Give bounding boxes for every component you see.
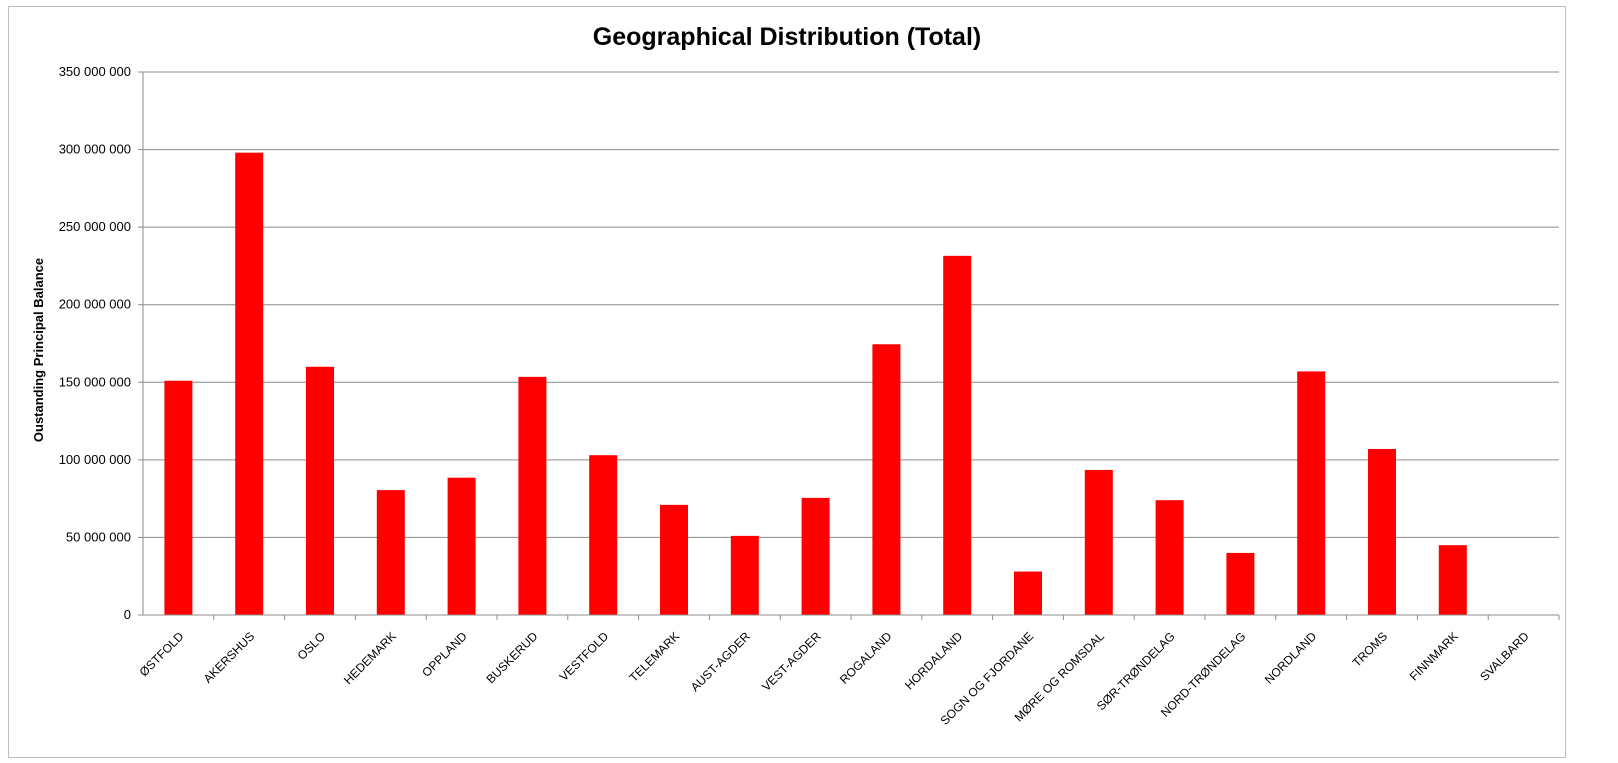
x-tick-label: OPPLAND <box>419 629 470 680</box>
bar <box>1438 545 1467 615</box>
bar <box>872 344 901 615</box>
bar <box>1368 448 1396 615</box>
x-tick-label: NORDLAND <box>1262 629 1320 687</box>
y-tick-label: 300 000 000 <box>59 142 131 157</box>
y-tick-label: 0 <box>124 607 131 622</box>
gridlines <box>143 71 1559 538</box>
bars <box>164 152 1467 615</box>
bar <box>376 490 405 615</box>
chart-title: Geographical Distribution (Total) <box>593 23 981 51</box>
x-tick-label: TELEMARK <box>626 629 682 685</box>
bar <box>235 152 264 615</box>
bar <box>1297 371 1326 615</box>
y-tick-label: 150 000 000 <box>59 374 131 389</box>
x-tick-label: OSLO <box>295 629 328 662</box>
x-tick-label: VEST-AGDER <box>759 629 824 694</box>
y-tick-label: 350 000 000 <box>59 64 131 79</box>
chart-frame: Geographical Distribution (Total) Oustan… <box>8 6 1566 758</box>
x-tick-label: SVALBARD <box>1477 629 1532 684</box>
y-tick-label: 250 000 000 <box>59 219 131 234</box>
bar <box>730 535 759 615</box>
x-tick-label: ROGALAND <box>837 629 895 687</box>
x-tick-label: FINNMARK <box>1407 629 1461 683</box>
x-tick-label: AUST-AGDER <box>688 629 753 694</box>
x-tick-label: BUSKERUD <box>483 629 540 686</box>
bar-chart: Geographical Distribution (Total) Oustan… <box>31 23 1560 728</box>
y-tick-label: 50 000 000 <box>66 529 131 544</box>
x-tick-label: AKERSHUS <box>201 629 258 686</box>
x-tick-label: TROMS <box>1350 629 1391 670</box>
bar <box>660 504 688 615</box>
bar <box>589 455 618 615</box>
x-tick-label: HORDALAND <box>902 629 965 692</box>
bar <box>1226 552 1255 615</box>
y-axis-label: Oustanding Principal Balance <box>31 258 46 442</box>
x-tick-label: ØSTFOLD <box>137 629 187 679</box>
y-axis-ticks: 0 50 000 000 100 000 000 150 000 000 200 000… <box>59 64 143 622</box>
y-tick-label: 200 000 000 <box>59 297 131 312</box>
x-tick-label: VESTFOLD <box>557 629 612 684</box>
x-tick-label: SØR-TRØNDELAG <box>1094 629 1178 713</box>
bar <box>1155 500 1184 615</box>
bar <box>1084 469 1113 615</box>
bar <box>447 477 476 615</box>
x-axis <box>142 72 1559 616</box>
bar <box>801 497 830 615</box>
bar <box>1014 571 1042 615</box>
bar <box>164 380 193 615</box>
bar <box>943 255 972 615</box>
x-axis-ticks: ØSTFOLD AKERSHUS OSLO HEDEMARK OPPLAND BUSKER… <box>137 615 1560 728</box>
bar <box>518 376 547 615</box>
bar <box>306 366 334 615</box>
y-tick-label: 100 000 000 <box>59 452 131 467</box>
x-tick-label: HEDEMARK <box>341 629 399 687</box>
